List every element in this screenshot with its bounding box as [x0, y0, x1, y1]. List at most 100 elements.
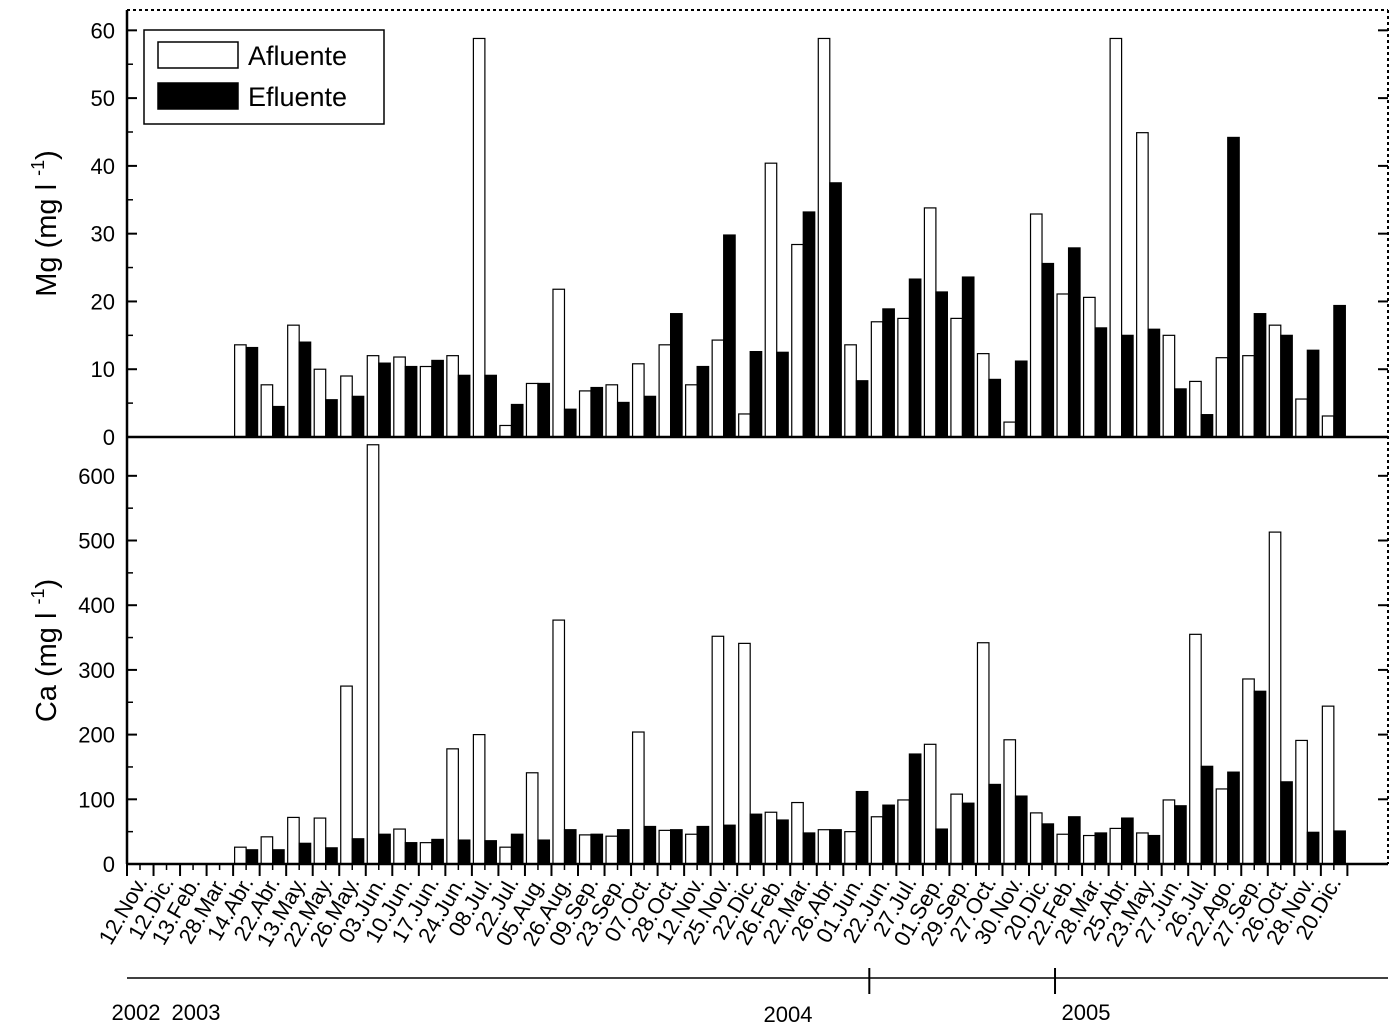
bar-ca-afluente-30 — [923, 743, 937, 865]
bar-ca-efluente-19 — [643, 825, 657, 865]
year-label-2003: 2003 — [172, 1000, 221, 1025]
bar-ca-efluente-30 — [935, 828, 949, 865]
bar-mg-efluente-17 — [590, 386, 604, 438]
bar-ca-afluente-19 — [631, 731, 645, 865]
y-tick-label-ca: 400 — [78, 593, 115, 618]
bar-mg-efluente-5 — [272, 405, 285, 438]
bar-ca-afluente-7 — [313, 817, 327, 865]
bar-mg-afluente-11 — [419, 365, 433, 438]
bar-mg-afluente-19 — [631, 363, 645, 438]
bars-layer — [234, 37, 1346, 865]
bar-mg-afluente-17 — [578, 390, 592, 438]
bar-mg-afluente-4 — [234, 344, 247, 438]
bar-mg-efluente-12 — [457, 374, 471, 438]
bar-ca-afluente-29 — [897, 799, 910, 865]
bar-ca-afluente-22 — [711, 635, 725, 865]
year-label-2004: 2004 — [764, 1002, 813, 1026]
bar-mg-efluente-15 — [537, 382, 551, 438]
bar-ca-efluente-44 — [1306, 831, 1320, 865]
bar-mg-efluente-44 — [1306, 349, 1320, 438]
bar-mg-afluente-37 — [1109, 37, 1123, 438]
bar-ca-afluente-5 — [260, 836, 274, 865]
bar-ca-efluente-40 — [1200, 765, 1214, 865]
bar-ca-afluente-12 — [446, 748, 459, 865]
bar-ca-efluente-4 — [245, 849, 259, 865]
bar-mg-afluente-31 — [950, 317, 964, 438]
bar-mg-efluente-13 — [484, 374, 497, 438]
bar-ca-afluente-34 — [1029, 812, 1043, 865]
bar-ca-afluente-10 — [393, 828, 406, 865]
legend-label-afluente: Afluente — [248, 41, 347, 71]
bar-ca-efluente-11 — [431, 838, 444, 865]
bar-ca-efluente-8 — [351, 838, 365, 865]
y-tick-label-mg: 30 — [91, 222, 115, 247]
legend-label-efluente: Efluente — [248, 82, 347, 112]
bar-mg-afluente-44 — [1295, 398, 1308, 438]
bar-mg-efluente-33 — [1014, 360, 1028, 438]
bar-ca-afluente-23 — [738, 642, 751, 865]
bar-ca-afluente-33 — [1003, 739, 1017, 865]
bar-mg-efluente-32 — [988, 378, 1002, 438]
bar-mg-afluente-9 — [366, 355, 380, 438]
bar-ca-efluente-18 — [616, 829, 630, 865]
bar-ca-efluente-38 — [1147, 834, 1161, 865]
bar-ca-afluente-31 — [950, 793, 964, 865]
bar-mg-afluente-20 — [658, 344, 672, 438]
bar-mg-efluente-40 — [1200, 414, 1214, 438]
bar-ca-efluente-34 — [1041, 823, 1055, 865]
bar-ca-efluente-15 — [537, 839, 551, 865]
bar-mg-efluente-38 — [1147, 328, 1161, 438]
bar-mg-efluente-27 — [855, 380, 869, 438]
bar-mg-afluente-29 — [897, 317, 910, 438]
bar-ca-efluente-20 — [669, 829, 683, 865]
bar-ca-afluente-27 — [844, 831, 857, 865]
bar-mg-efluente-24 — [776, 351, 789, 438]
bar-mg-afluente-36 — [1082, 296, 1096, 438]
bar-mg-afluente-42 — [1242, 355, 1255, 438]
bar-mg-afluente-8 — [340, 375, 353, 438]
bar-mg-efluente-21 — [696, 365, 710, 438]
bar-mg-efluente-7 — [325, 399, 338, 438]
legend-swatch-efluente — [157, 82, 239, 110]
bar-mg-afluente-12 — [446, 355, 459, 438]
bar-mg-afluente-25 — [791, 243, 804, 438]
bar-ca-efluente-36 — [1094, 832, 1108, 865]
bar-ca-afluente-8 — [340, 685, 353, 865]
axes-layer — [125, 9, 1389, 994]
bar-ca-afluente-14 — [499, 846, 513, 865]
y-tick-label-ca: 100 — [78, 787, 115, 812]
bar-ca-afluente-6 — [287, 816, 300, 865]
bar-mg-efluente-10 — [404, 365, 418, 438]
bar-ca-efluente-33 — [1014, 795, 1028, 865]
bar-ca-afluente-36 — [1082, 834, 1096, 865]
legend: Afluente Efluente — [143, 29, 385, 125]
bar-ca-efluente-17 — [590, 833, 604, 865]
bar-mg-efluente-25 — [802, 211, 816, 438]
bar-mg-afluente-10 — [393, 356, 406, 438]
y-axis-label-ca: Ca (mg l -1) — [28, 579, 63, 722]
bar-mg-efluente-26 — [829, 182, 842, 438]
y-tick-label-ca: 0 — [103, 852, 115, 877]
bar-mg-afluente-18 — [605, 384, 619, 438]
bar-mg-afluente-22 — [711, 339, 725, 438]
bar-ca-efluente-35 — [1067, 816, 1081, 865]
bar-mg-efluente-43 — [1280, 334, 1293, 438]
bar-mg-efluente-11 — [431, 359, 444, 438]
bar-ca-afluente-13 — [472, 734, 486, 865]
year-label-2005: 2005 — [1062, 1000, 1111, 1025]
bar-ca-efluente-32 — [988, 783, 1002, 865]
bar-ca-efluente-10 — [404, 842, 418, 865]
bar-mg-afluente-6 — [287, 324, 300, 438]
bar-ca-afluente-45 — [1321, 705, 1335, 865]
bar-mg-afluente-7 — [313, 368, 327, 438]
bar-mg-efluente-9 — [378, 362, 391, 438]
bar-ca-afluente-9 — [366, 444, 380, 865]
bar-ca-efluente-7 — [325, 847, 338, 865]
bar-mg-efluente-35 — [1067, 247, 1081, 438]
bar-mg-efluente-8 — [351, 395, 365, 438]
bar-mg-afluente-28 — [870, 321, 884, 438]
bar-mg-efluente-16 — [563, 408, 577, 438]
bar-ca-afluente-11 — [419, 842, 433, 865]
bar-ca-efluente-28 — [882, 804, 895, 865]
bar-ca-afluente-26 — [817, 829, 831, 865]
